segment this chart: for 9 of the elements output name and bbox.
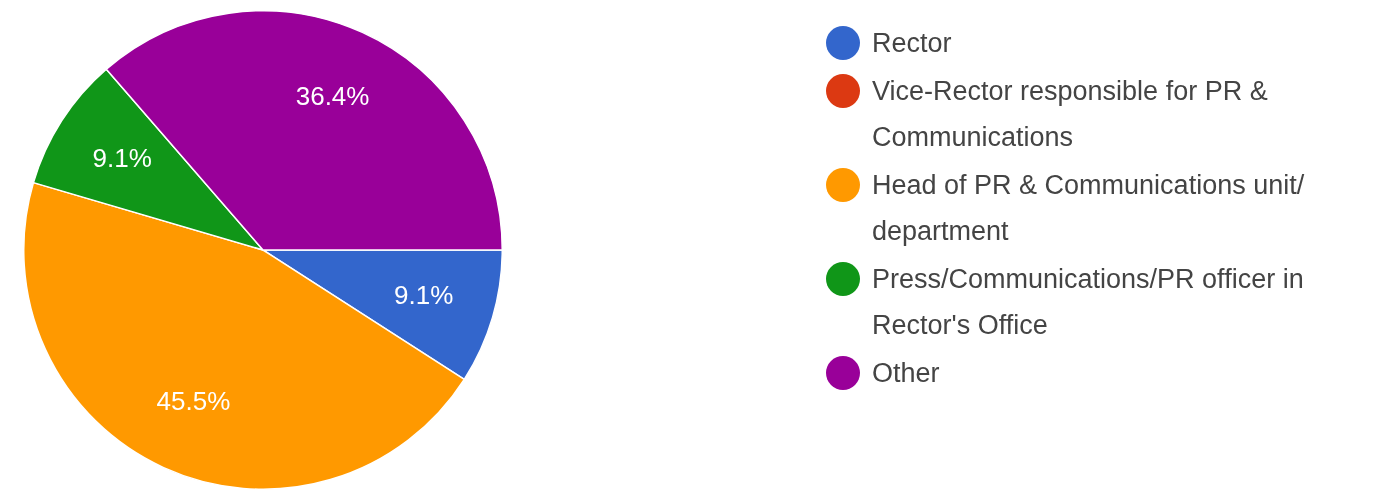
data-label: 9.1% (394, 280, 454, 311)
legend-label: Vice-Rector responsible for PR & Communications (872, 75, 1269, 154)
legend-label: Other (872, 357, 940, 390)
legend-label: Rector (872, 27, 952, 60)
data-label: 9.1% (92, 142, 152, 173)
data-label: 36.4% (295, 80, 370, 111)
legend-label: Head of PR & Communications unit/ department (872, 169, 1306, 248)
legend-label: Press/Communications/PR officer in Rector's Office (872, 263, 1305, 342)
data-label: 45.5% (156, 385, 231, 416)
